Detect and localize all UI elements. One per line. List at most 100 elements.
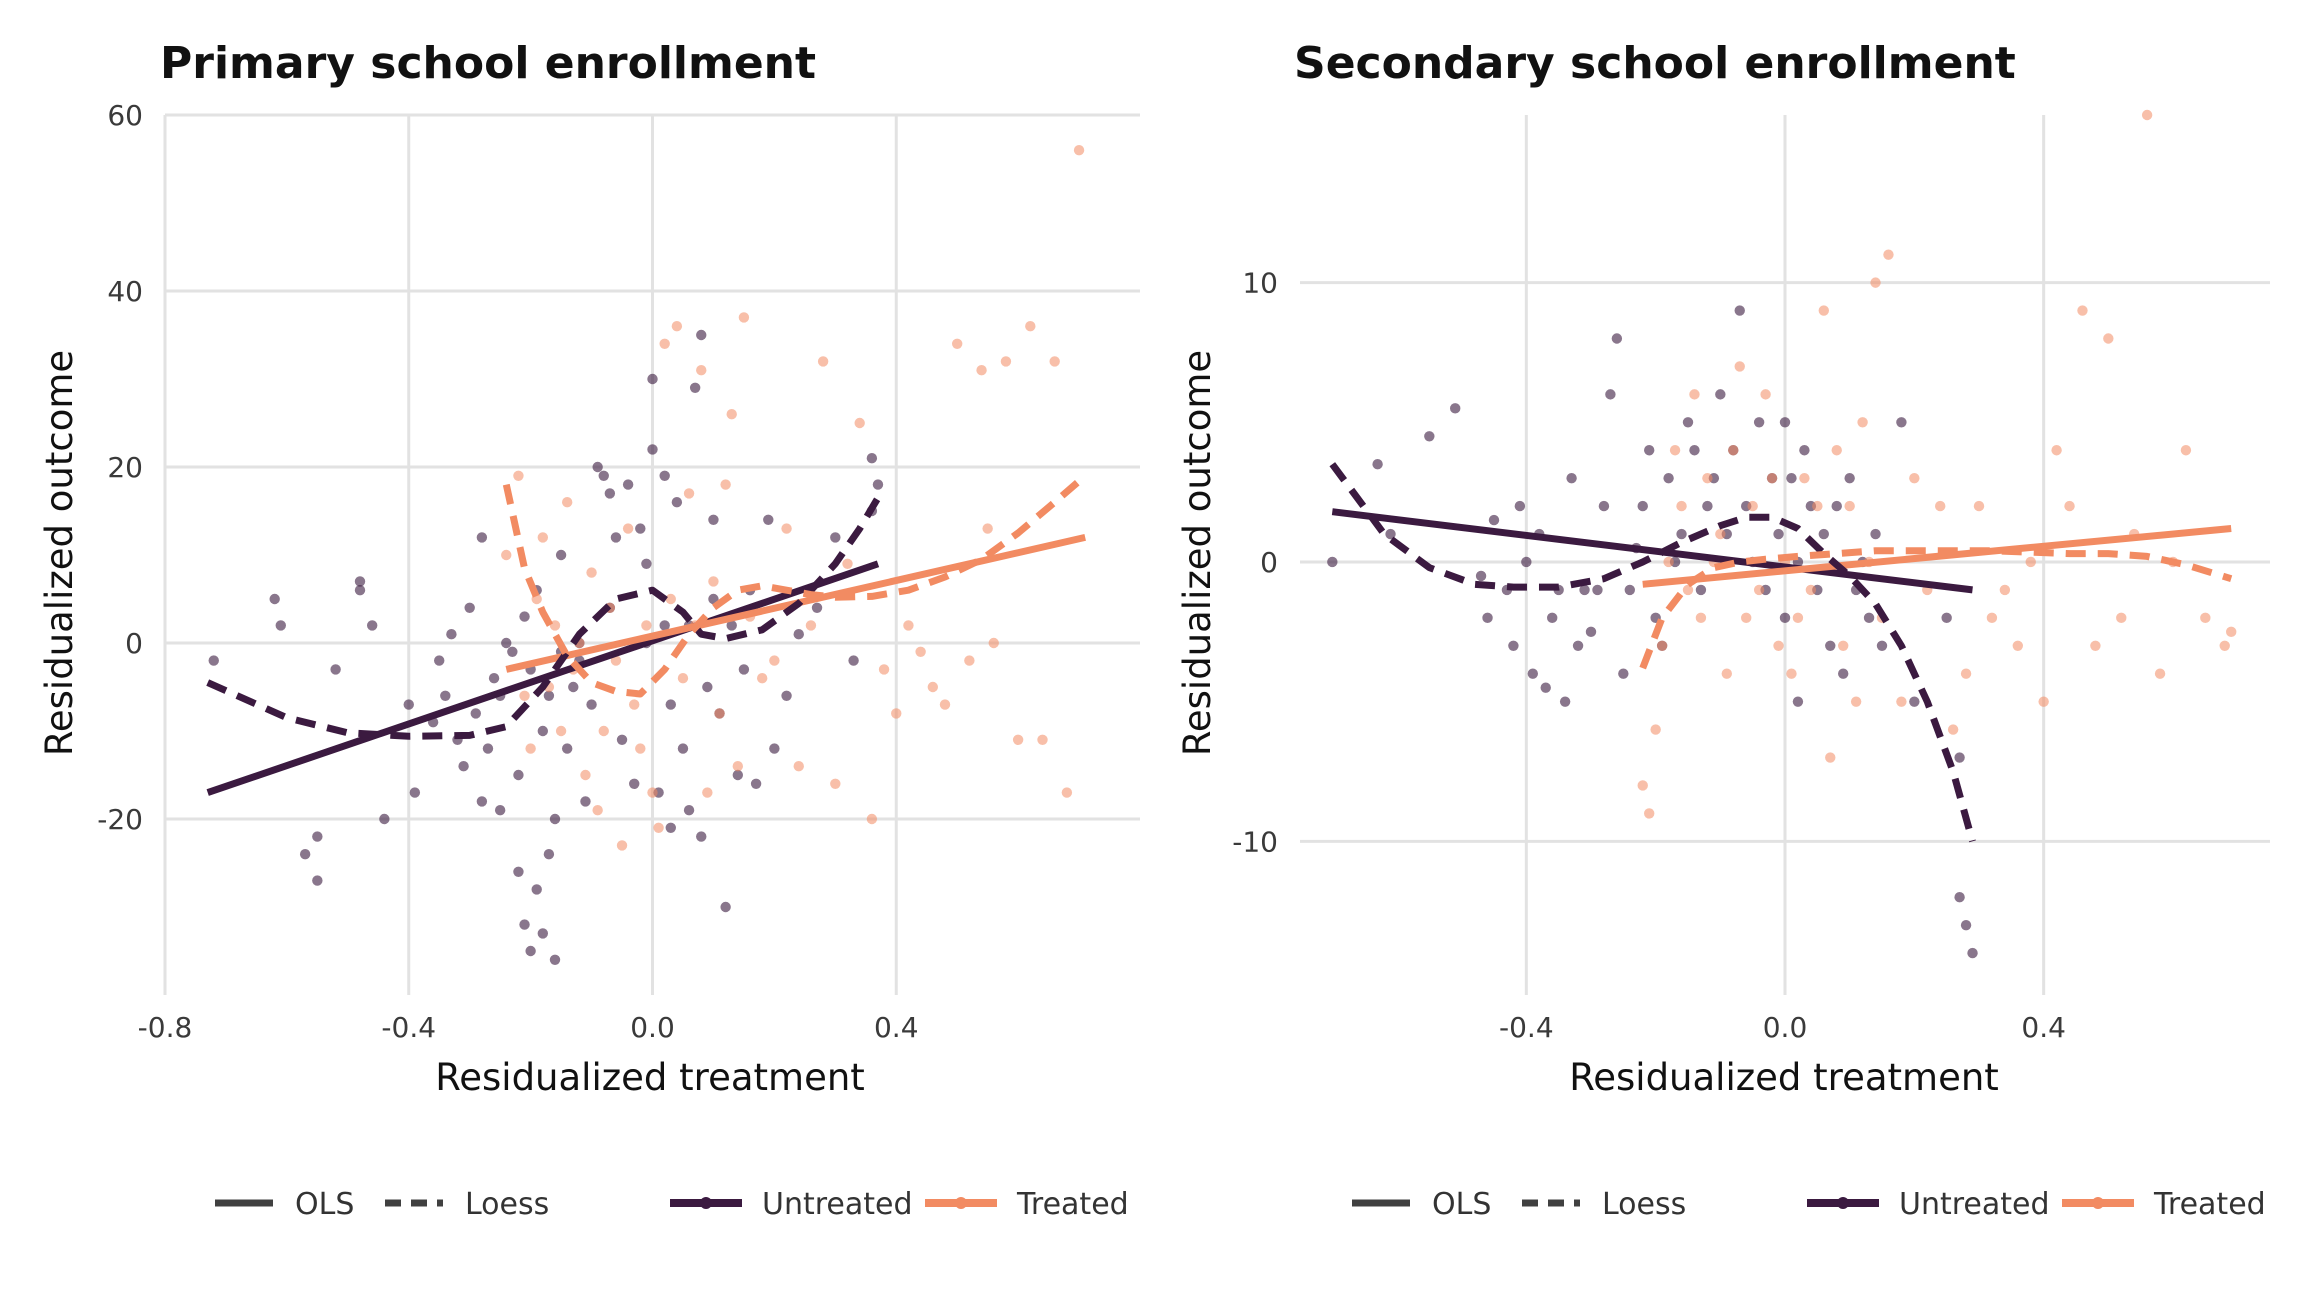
untreated-point bbox=[1637, 500, 1648, 512]
treated-point bbox=[2064, 500, 2075, 512]
treated-point bbox=[951, 338, 963, 349]
untreated-legend-dot bbox=[700, 1197, 712, 1209]
untreated-point bbox=[592, 461, 603, 473]
treated-loess-line bbox=[1639, 547, 2233, 670]
untreated-point bbox=[1385, 528, 1396, 540]
untreated-point bbox=[1844, 472, 1855, 484]
untreated-point bbox=[1611, 333, 1623, 344]
treated-point bbox=[878, 664, 890, 675]
untreated-point bbox=[1676, 528, 1687, 540]
untreated-point bbox=[1592, 584, 1603, 596]
treated-point bbox=[598, 725, 609, 737]
untreated-point bbox=[1909, 696, 1920, 707]
untreated-point bbox=[683, 805, 695, 816]
untreated-point bbox=[1831, 500, 1842, 512]
treated-point bbox=[976, 365, 987, 376]
x-tick-label: 0.0 bbox=[630, 1011, 675, 1044]
treated-point bbox=[1799, 472, 1810, 484]
y-tick-label: -10 bbox=[1232, 825, 1278, 858]
untreated-point bbox=[1644, 445, 1655, 456]
x-axis-label: Residualized treatment bbox=[1569, 1056, 1999, 1099]
treated-point bbox=[903, 620, 914, 631]
treated-point bbox=[1850, 696, 1862, 707]
untreated-point bbox=[1689, 445, 1700, 456]
treated-point bbox=[1637, 780, 1648, 791]
ols-legend-label: OLS bbox=[1432, 1187, 1491, 1222]
untreated-point bbox=[1618, 668, 1629, 679]
x-tick-label: -0.8 bbox=[138, 1011, 193, 1044]
x-tick-label: -0.4 bbox=[1499, 1011, 1554, 1044]
treated-point bbox=[629, 699, 640, 710]
untreated-point bbox=[689, 382, 701, 393]
untreated-point bbox=[1482, 612, 1493, 624]
untreated-point bbox=[738, 664, 750, 675]
treated-point bbox=[1844, 500, 1855, 512]
treated-point bbox=[635, 743, 646, 754]
untreated-point bbox=[494, 805, 506, 816]
y-tick-label: -20 bbox=[97, 803, 143, 836]
untreated-point bbox=[1773, 528, 1784, 540]
untreated-point bbox=[616, 734, 628, 745]
treated-point bbox=[1037, 734, 1048, 745]
untreated-point bbox=[1372, 459, 1383, 470]
treated-point bbox=[702, 787, 713, 798]
untreated-legend-dot bbox=[1837, 1197, 1849, 1209]
treated-point bbox=[891, 708, 902, 719]
treated-point bbox=[586, 567, 597, 578]
treated-point bbox=[1656, 640, 1668, 651]
loess-legend-label: Loess bbox=[465, 1187, 549, 1222]
treated-point bbox=[939, 699, 951, 710]
untreated-point bbox=[568, 681, 579, 693]
untreated-point bbox=[1715, 389, 1726, 400]
treated-point bbox=[592, 805, 603, 816]
treated-point bbox=[1883, 249, 1894, 260]
treated-point bbox=[2090, 640, 2101, 651]
untreated-point bbox=[434, 655, 445, 666]
untreated-point bbox=[1753, 417, 1765, 428]
untreated-point bbox=[440, 690, 451, 701]
treated-point bbox=[1689, 389, 1700, 400]
treated-point bbox=[659, 338, 670, 349]
untreated-point bbox=[1954, 752, 1965, 763]
treated-point bbox=[1812, 500, 1823, 512]
untreated-point bbox=[702, 681, 713, 693]
untreated-point bbox=[1605, 389, 1616, 400]
treated-point bbox=[805, 620, 817, 631]
treated-point bbox=[2077, 305, 2088, 316]
y-axis-label: Residualized outcome bbox=[1176, 350, 1219, 756]
y-tick-label: 0 bbox=[1260, 546, 1278, 579]
untreated-point bbox=[537, 725, 549, 737]
treated-point bbox=[561, 497, 573, 508]
untreated-point bbox=[1825, 640, 1836, 651]
untreated-point bbox=[1559, 696, 1571, 707]
treated-point bbox=[1838, 640, 1849, 651]
untreated-point bbox=[1954, 892, 1965, 903]
treated-legend-dot bbox=[955, 1197, 967, 1209]
untreated-point bbox=[732, 769, 744, 781]
secondary-enrollment-chart: Secondary school enrollment -0.4 0.0 0.4 -1… bbox=[1176, 38, 2270, 1222]
treated-point bbox=[927, 681, 939, 693]
treated-point bbox=[726, 409, 737, 420]
treated-point bbox=[1786, 668, 1797, 679]
treated-point bbox=[1973, 500, 1985, 512]
treated-point bbox=[580, 769, 591, 781]
x-tick-label: 0.0 bbox=[1763, 1011, 1808, 1044]
untreated-point bbox=[726, 620, 737, 631]
untreated-point bbox=[1863, 612, 1875, 624]
treated-point bbox=[555, 725, 567, 737]
legend: OLS Loess Untreated Treated bbox=[215, 1187, 1129, 1222]
treated-point bbox=[714, 708, 725, 719]
treated-point bbox=[1715, 528, 1726, 540]
treated-point bbox=[647, 787, 658, 798]
untreated-point bbox=[708, 514, 719, 525]
untreated-point bbox=[1967, 947, 1978, 959]
untreated-point bbox=[665, 699, 676, 710]
untreated-point bbox=[208, 655, 219, 666]
treated-point bbox=[1695, 612, 1707, 624]
untreated-point bbox=[872, 479, 884, 490]
chart-title: Secondary school enrollment bbox=[1294, 38, 2016, 89]
untreated-point bbox=[525, 945, 536, 957]
untreated-point bbox=[1450, 403, 1461, 414]
treated-point bbox=[1909, 472, 1920, 484]
untreated-point bbox=[1695, 584, 1707, 596]
